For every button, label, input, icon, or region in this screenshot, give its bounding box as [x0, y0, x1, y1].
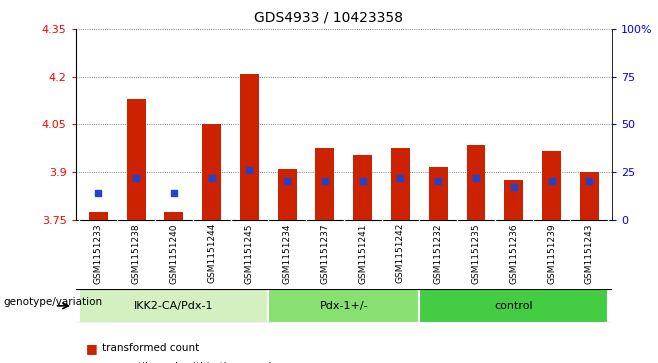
Bar [353, 155, 372, 220]
Text: GSM1151244: GSM1151244 [207, 223, 216, 284]
Text: GSM1151232: GSM1151232 [434, 223, 443, 284]
Text: Pdx-1+/-: Pdx-1+/- [320, 301, 368, 311]
Text: transformed count: transformed count [102, 343, 199, 354]
Bar [429, 167, 447, 220]
Bar [542, 151, 561, 220]
Text: GSM1151233: GSM1151233 [94, 223, 103, 284]
Bar [268, 289, 419, 323]
Bar [240, 73, 259, 220]
Text: genotype/variation: genotype/variation [3, 297, 103, 307]
Text: GSM1151238: GSM1151238 [132, 223, 141, 284]
Point [357, 179, 368, 184]
Point [282, 179, 292, 184]
Text: GSM1151241: GSM1151241 [358, 223, 367, 284]
Point [470, 175, 481, 180]
Point [584, 179, 595, 184]
Text: ■: ■ [86, 342, 97, 355]
Bar [467, 145, 486, 220]
Bar [80, 289, 268, 323]
Point [207, 175, 217, 180]
Point [93, 190, 103, 196]
Point [546, 179, 557, 184]
Text: GSM1151236: GSM1151236 [509, 223, 519, 284]
Bar [89, 212, 108, 220]
Point [509, 184, 519, 190]
Point [131, 175, 141, 180]
Bar [164, 212, 184, 220]
Text: GDS4933 / 10423358: GDS4933 / 10423358 [255, 11, 403, 25]
Point [168, 190, 179, 196]
Text: GSM1151242: GSM1151242 [396, 223, 405, 284]
Point [244, 167, 255, 173]
Bar [315, 148, 334, 220]
Bar [202, 124, 221, 220]
Bar [504, 180, 523, 220]
Bar [391, 148, 410, 220]
Text: percentile rank within the sample: percentile rank within the sample [102, 362, 278, 363]
Text: GSM1151239: GSM1151239 [547, 223, 556, 284]
Point [433, 179, 443, 184]
Text: ■: ■ [86, 360, 97, 363]
Bar [126, 99, 145, 220]
Bar [278, 169, 297, 220]
Bar [419, 289, 608, 323]
Point [320, 179, 330, 184]
Point [395, 175, 406, 180]
Text: GSM1151234: GSM1151234 [283, 223, 291, 284]
Text: control: control [494, 301, 533, 311]
Text: GSM1151243: GSM1151243 [585, 223, 594, 284]
Bar [580, 172, 599, 220]
Text: GSM1151245: GSM1151245 [245, 223, 254, 284]
Text: GSM1151240: GSM1151240 [169, 223, 178, 284]
Text: GSM1151235: GSM1151235 [472, 223, 480, 284]
Text: IKK2-CA/Pdx-1: IKK2-CA/Pdx-1 [134, 301, 214, 311]
Text: GSM1151237: GSM1151237 [320, 223, 330, 284]
